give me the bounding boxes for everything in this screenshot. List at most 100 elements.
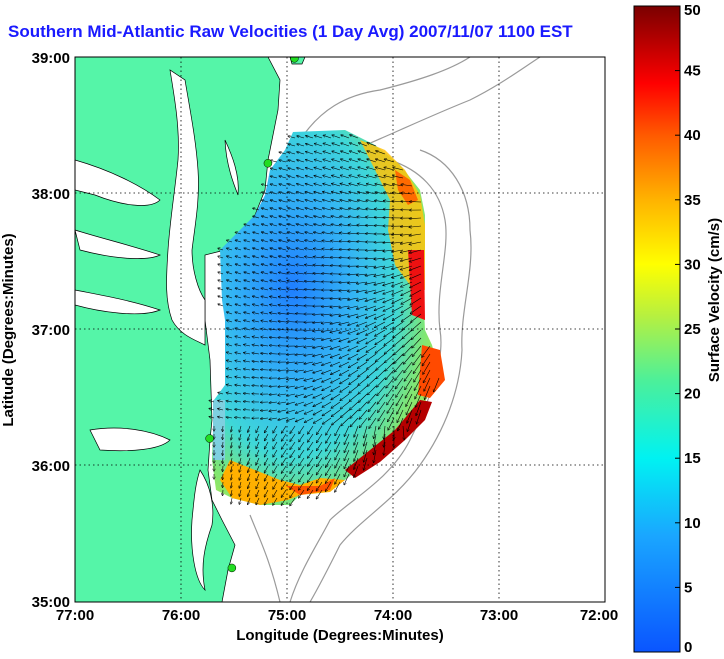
velocity-vector (316, 473, 323, 483)
velocity-vector (374, 433, 377, 446)
velocity-vector (323, 200, 332, 203)
velocity-vector (331, 393, 341, 400)
velocity-vector (323, 417, 332, 424)
velocity-vector (364, 449, 368, 462)
velocity-vector (235, 344, 242, 346)
velocity-vector (354, 457, 359, 469)
velocity-vector (313, 273, 323, 274)
velocity-vector (358, 369, 368, 377)
velocity-vector (279, 280, 287, 282)
velocity-vector (378, 409, 386, 421)
velocity-vector (398, 417, 404, 431)
velocity-vector (313, 257, 323, 258)
velocity-vector (422, 353, 431, 366)
velocity-vector (305, 257, 314, 258)
velocity-vector (279, 184, 287, 187)
velocity-vector (313, 240, 323, 243)
velocity-vector (305, 200, 314, 203)
velocity-vector (357, 321, 368, 326)
velocity-vector (367, 377, 377, 386)
velocity-vector (279, 168, 287, 171)
velocity-vector (350, 409, 359, 418)
velocity-vector (244, 377, 251, 378)
velocity-vector (322, 306, 332, 307)
velocity-vector (401, 273, 413, 278)
velocity-vector (227, 336, 233, 338)
velocity-vector (253, 296, 260, 298)
velocity-vector (270, 208, 278, 211)
velocity-vector (385, 361, 395, 371)
velocity-vector (306, 160, 314, 163)
velocity-vector (349, 369, 359, 376)
velocity-vector (297, 176, 305, 179)
velocity-vector (335, 425, 341, 436)
velocity-vector (383, 297, 395, 303)
velocity-vector (227, 240, 233, 242)
velocity-vector (226, 401, 233, 402)
y-tick-label: 36:00 (32, 458, 70, 475)
velocity-vector (341, 417, 350, 426)
velocity-vector (348, 321, 359, 325)
velocity-vector (410, 273, 422, 279)
velocity-vector (414, 377, 422, 390)
velocity-vector (304, 417, 314, 422)
velocity-vector (235, 377, 242, 378)
velocity-vector (239, 465, 241, 472)
velocity-vector (209, 417, 215, 418)
velocity-vector (296, 265, 305, 266)
velocity-vector (248, 473, 251, 480)
velocity-vector (269, 410, 278, 411)
velocity-vector (332, 143, 341, 147)
velocity-vector (354, 449, 359, 461)
velocity-vector (393, 337, 404, 346)
velocity-vector (402, 329, 413, 338)
velocity-vector (256, 457, 260, 465)
velocity-vector (322, 353, 332, 357)
velocity-vector (227, 280, 233, 282)
velocity-vector (304, 385, 314, 389)
velocity-vector (308, 441, 314, 450)
velocity-vector (218, 296, 224, 298)
velocity-vector (357, 313, 368, 317)
velocity-vector (397, 401, 404, 414)
velocity-vector (350, 151, 359, 155)
velocity-vector (264, 465, 269, 473)
velocity-vector (393, 176, 404, 179)
velocity-vector (314, 168, 323, 171)
velocity-vector (423, 369, 431, 383)
velocity-vector (313, 314, 323, 315)
velocity-vector (339, 329, 350, 333)
velocity-vector (305, 216, 314, 219)
velocity-vector (253, 304, 260, 306)
velocity-vector (253, 248, 260, 251)
velocity-vector (330, 353, 341, 358)
velocity-vector (394, 361, 404, 372)
velocity-vector (306, 152, 314, 155)
velocity-vector (394, 345, 404, 355)
velocity-vector (244, 264, 251, 267)
velocity-vector (322, 249, 332, 250)
velocity-vector (326, 433, 332, 443)
velocity-vector (348, 361, 359, 368)
velocity-vector (313, 393, 323, 398)
velocity-vector (384, 345, 395, 354)
velocity-vector (360, 417, 368, 427)
velocity-vector (297, 160, 305, 163)
velocity-vector (248, 497, 251, 504)
velocity-vector (358, 167, 368, 171)
velocity-vector (339, 337, 350, 341)
velocity-vector (231, 465, 232, 472)
velocity-vector (358, 159, 368, 163)
velocity-vector (278, 417, 287, 420)
velocity-vector (235, 352, 242, 354)
velocity-vector (348, 305, 359, 308)
velocity-vector (262, 224, 269, 227)
velocity-vector (244, 304, 251, 306)
velocity-vector (340, 184, 350, 187)
velocity-vector (235, 256, 242, 258)
colorbar-tick-label: 25 (684, 321, 701, 338)
velocity-vector (335, 441, 341, 452)
velocity-vector (296, 417, 305, 422)
velocity-vector (235, 264, 242, 267)
velocity-vector (288, 232, 296, 235)
